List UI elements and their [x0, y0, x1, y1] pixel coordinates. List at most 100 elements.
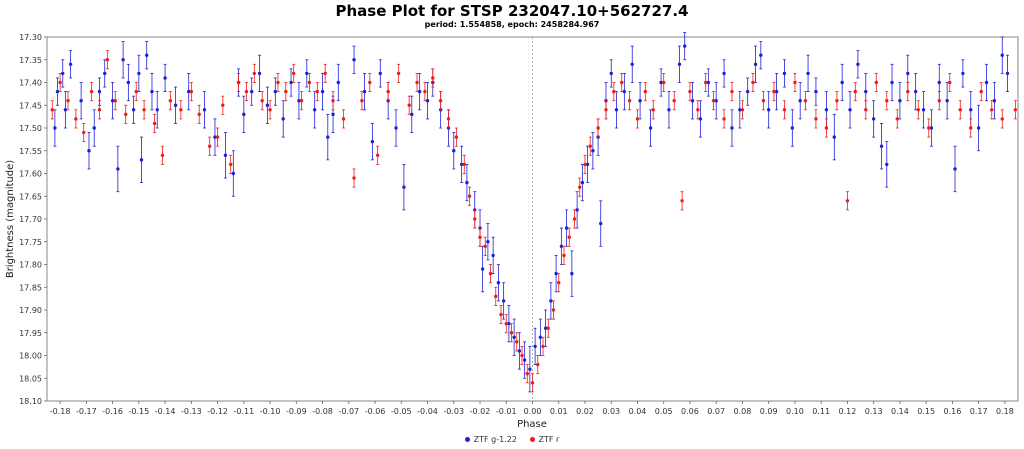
data-point: [139, 158, 144, 162]
legend-item-g: ZTF g-1.22: [464, 435, 517, 444]
x-axis: -0.18 -0.17 -0.16 -0.15 -0.14 -0.13 -0.12 -0.11…: [50, 401, 1014, 416]
x-tick-label: 0.18: [996, 407, 1014, 416]
data-point: [969, 126, 973, 130]
data-point: [221, 103, 225, 107]
data-point: [438, 99, 443, 103]
data-point: [793, 80, 797, 85]
data-point: [467, 194, 472, 198]
data-point: [407, 103, 411, 107]
data-point: [557, 281, 561, 285]
data-point: [512, 335, 516, 339]
legend: ZTF g-1.22 ZTF r: [0, 435, 1024, 444]
data-point: [696, 108, 700, 112]
data-point: [155, 108, 159, 112]
data-point: [651, 108, 655, 112]
y-tick-label: 17.80: [19, 261, 42, 270]
x-tick-label: -0.02: [470, 407, 491, 416]
data-point: [927, 126, 931, 130]
data-point: [745, 89, 750, 94]
y-tick-label: 17.65: [19, 192, 42, 201]
data-point: [627, 99, 632, 103]
data-point: [856, 62, 860, 66]
data-point: [885, 99, 889, 103]
data-point: [782, 71, 787, 76]
data-point: [462, 162, 466, 167]
data-point: [307, 80, 312, 85]
data-point: [683, 44, 687, 48]
data-point: [312, 108, 317, 112]
y-tick-label: 18.00: [19, 352, 42, 361]
x-tick-label: -0.13: [181, 407, 202, 416]
data-point: [969, 108, 973, 112]
y-tick-label: 17.50: [19, 124, 42, 133]
data-point: [494, 294, 498, 299]
data-point: [659, 80, 663, 85]
data-point: [249, 89, 254, 94]
data-point: [213, 135, 217, 139]
y-tick-label: 17.90: [19, 306, 42, 315]
data-point: [320, 89, 325, 94]
data-point: [538, 335, 543, 339]
data-point: [417, 89, 422, 94]
data-point: [187, 89, 191, 94]
data-point: [714, 99, 718, 103]
data-point: [937, 99, 941, 103]
y-tick-label: 17.95: [19, 329, 42, 338]
data-point: [738, 108, 742, 112]
x-tick-label: 0.09: [760, 407, 778, 416]
data-point: [289, 80, 293, 85]
data-point: [688, 89, 692, 94]
data-point: [315, 89, 320, 94]
data-point: [554, 271, 558, 276]
data-point: [832, 135, 836, 139]
x-tick-label: 0.00: [524, 407, 542, 416]
y-axis-title: Brightness (magnitude): [5, 160, 16, 278]
data-point: [806, 71, 810, 76]
data-point: [533, 344, 537, 349]
data-point: [97, 108, 102, 112]
data-point: [459, 162, 464, 167]
data-point: [520, 353, 524, 358]
data-point: [331, 99, 335, 103]
data-point: [583, 162, 587, 167]
data-point: [152, 121, 157, 126]
data-point: [473, 217, 477, 221]
x-tick-label: -0.05: [391, 407, 412, 416]
data-point: [480, 267, 485, 271]
y-axis: 17.30 17.35 17.40 17.45 17.50 17.55 17.60 17.65…: [19, 33, 47, 406]
data-point: [168, 99, 173, 103]
data-point: [551, 308, 556, 312]
data-point: [68, 62, 73, 66]
x-tick-label: -0.12: [207, 407, 228, 416]
data-point: [215, 135, 220, 139]
data-point: [620, 80, 624, 85]
data-point: [116, 167, 120, 171]
data-point: [131, 108, 136, 112]
data-point: [953, 167, 957, 171]
data-point: [921, 108, 926, 112]
data-point: [580, 180, 585, 185]
data-point: [386, 89, 390, 94]
data-point: [58, 80, 62, 85]
x-tick-label: -0.11: [233, 407, 254, 416]
data-point: [53, 126, 57, 130]
x-tick-label: 0.07: [707, 407, 725, 416]
data-point: [496, 281, 501, 285]
data-point: [814, 89, 818, 94]
data-point: [753, 62, 758, 66]
x-tick-label: 0.12: [839, 407, 857, 416]
data-point: [189, 89, 194, 94]
data-point: [722, 117, 726, 121]
data-point: [622, 89, 627, 94]
data-point: [202, 108, 207, 112]
x-tick-label: -0.08: [312, 407, 333, 416]
data-point: [845, 199, 850, 203]
series-ztf-r: [50, 50, 1018, 393]
data-point: [160, 153, 165, 157]
x-tick-label: 0.03: [602, 407, 620, 416]
data-point: [284, 89, 288, 94]
data-point: [835, 99, 839, 103]
data-point: [751, 80, 755, 85]
data-point: [323, 71, 327, 76]
